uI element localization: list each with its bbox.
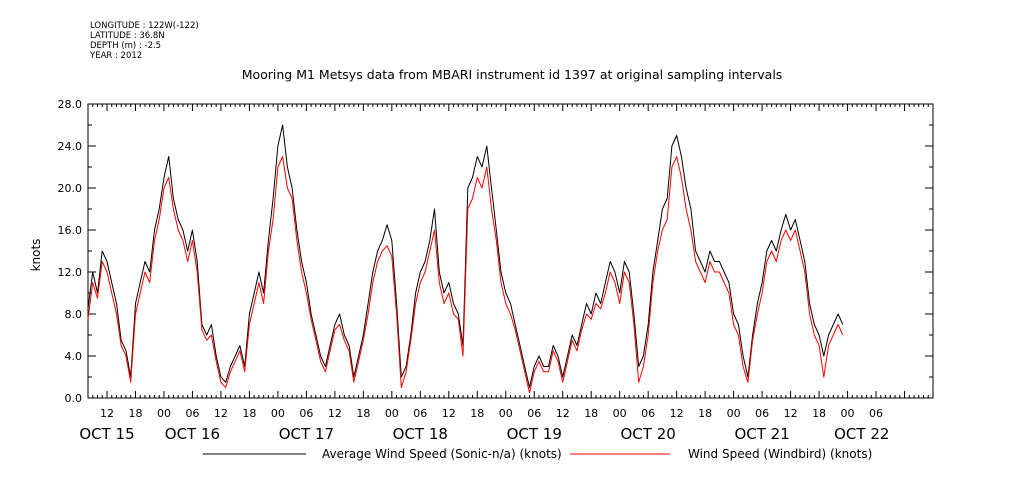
y-tick-label: 16.0 <box>58 224 83 237</box>
y-tick-label: 20.0 <box>58 182 83 195</box>
y-tick-label: 24.0 <box>58 140 83 153</box>
y-axis: 0.0 4.0 8.0 12.0 16.0 20.0 24.0 28.0 <box>58 98 933 405</box>
x-tick-label: 00 <box>841 407 855 420</box>
x-tick-label: 00 <box>499 407 513 420</box>
x-date-label: OCT 18 <box>393 425 448 443</box>
x-date-label: OCT 22 <box>834 425 889 443</box>
y-tick-label: 12.0 <box>58 266 83 279</box>
x-tick-label: 06 <box>413 407 427 420</box>
x-tick-label: 18 <box>356 407 370 420</box>
y-tick-label: 0.0 <box>65 392 83 405</box>
x-tick-label: 06 <box>299 407 313 420</box>
series-layer <box>87 124 844 394</box>
x-tick-label: 12 <box>784 407 798 420</box>
y-tick-label: 4.0 <box>65 350 83 363</box>
x-tick-label: 12 <box>556 407 570 420</box>
series-line-average-wind-speed <box>87 124 844 388</box>
mooring-metadata: LONGITUDE : 122W(-122) LATITUDE : 36.8N … <box>90 21 199 61</box>
x-tick-label: 18 <box>128 407 142 420</box>
x-date-label: OCT 17 <box>279 425 334 443</box>
x-tick-label: 18 <box>584 407 598 420</box>
x-tick-label: 12 <box>100 407 114 420</box>
x-tick-label: 00 <box>385 407 399 420</box>
x-tick-label: 06 <box>641 407 655 420</box>
y-tick-label: 8.0 <box>65 308 83 321</box>
x-tick-label: 12 <box>328 407 342 420</box>
x-date-label: OCT 20 <box>621 425 676 443</box>
x-tick-label: 06 <box>755 407 769 420</box>
x-date-label: OCT 15 <box>79 425 134 443</box>
x-tick-label: 06 <box>185 407 199 420</box>
x-tick-label: 12 <box>442 407 456 420</box>
legend-label-average: Average Wind Speed (Sonic-n/a) (knots) <box>322 447 562 461</box>
x-tick-label: 00 <box>727 407 741 420</box>
x-tick-label: 18 <box>470 407 484 420</box>
depth-text: DEPTH (m) : -2.5 <box>90 41 162 51</box>
y-axis-label: knots <box>29 239 43 272</box>
x-tick-label: 12 <box>670 407 684 420</box>
x-tick-label: 18 <box>812 407 826 420</box>
legend-label-windbird: Wind Speed (Windbird) (knots) <box>688 447 872 461</box>
x-tick-label: 00 <box>613 407 627 420</box>
x-date-label: OCT 16 <box>165 425 220 443</box>
x-date-label: OCT 21 <box>734 425 789 443</box>
x-tick-label: 00 <box>157 407 171 420</box>
x-tick-label: 12 <box>214 407 228 420</box>
x-tick-label: 00 <box>271 407 285 420</box>
x-tick-label: 18 <box>242 407 256 420</box>
x-tick-label: 06 <box>527 407 541 420</box>
x-date-label: OCT 19 <box>507 425 562 443</box>
series-line-windbird-wind-speed <box>87 156 844 394</box>
latitude-text: LATITUDE : 36.8N <box>90 31 165 41</box>
chart-title: Mooring M1 Metsys data from MBARI instru… <box>242 67 783 82</box>
longitude-text: LONGITUDE : 122W(-122) <box>90 21 199 31</box>
x-axis: 12 18 00 06 12 18 00 06 12 18 00 06 12 18 00 06 12 18 00 06… <box>79 104 934 443</box>
legend: Average Wind Speed (Sonic-n/a) (knots) W… <box>203 447 872 461</box>
year-text: YEAR : 2012 <box>90 51 143 61</box>
x-tick-label: 18 <box>698 407 712 420</box>
y-tick-label: 28.0 <box>58 98 83 111</box>
x-tick-label: 06 <box>869 407 883 420</box>
